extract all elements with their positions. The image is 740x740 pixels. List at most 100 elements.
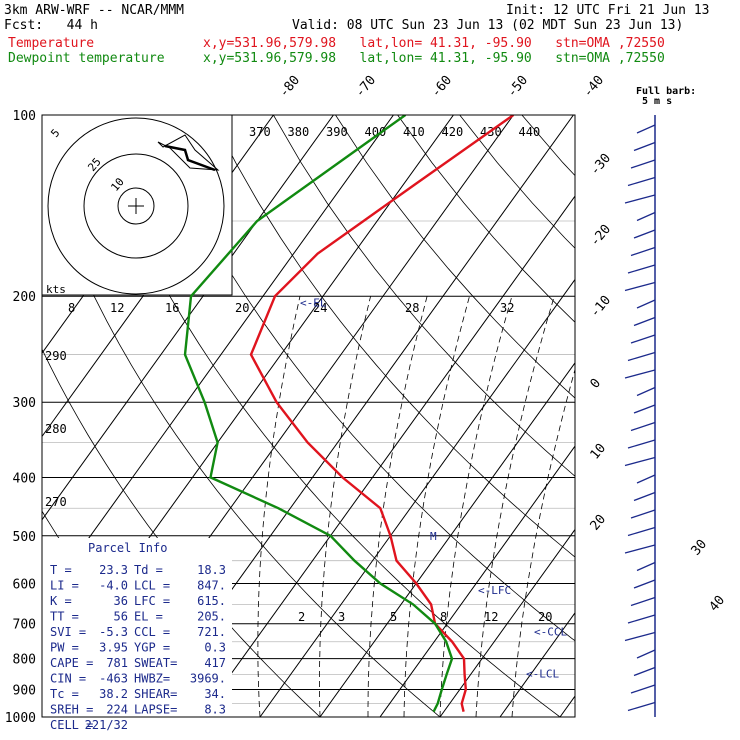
isotherm — [499, 611, 575, 717]
parcel-value: 38.2 — [99, 687, 128, 701]
isotherm — [620, 115, 740, 717]
isotherm-tick-label: 30 — [689, 537, 711, 559]
wind-barb — [627, 176, 656, 187]
wind-barb — [627, 526, 656, 537]
series-line — [249, 115, 515, 712]
hodograph-trace — [157, 134, 220, 171]
hodograph-trace — [164, 144, 216, 172]
moist-adiabat — [257, 296, 301, 717]
dry-adiabat — [335, 115, 575, 399]
parcel-key: CIN = — [50, 672, 86, 686]
isotherm-tick-label: 0 — [588, 376, 605, 392]
level-annotations: <-LFC <-CCL <-LCL <-EL M — [300, 297, 567, 681]
theta-e-label: 370 — [249, 125, 271, 139]
wind-barb — [630, 246, 656, 257]
dewpoint-legend: Dewpoint temperature — [8, 51, 165, 66]
parcel-value: -463 — [99, 672, 128, 686]
isotherm — [559, 695, 575, 717]
wind-barb — [630, 421, 656, 432]
series-line — [183, 115, 454, 713]
dewpoint-location: x,y=531.96,579.98 lat,lon= 41.31, -95.90… — [203, 51, 665, 66]
isotherm-tick-label: 40 — [707, 593, 729, 615]
parcel-key: LCL = — [134, 579, 170, 593]
hodograph-ring — [117, 187, 155, 225]
isotherm-tick-label: -40 — [581, 73, 608, 101]
dry-adiabat — [86, 115, 561, 717]
theta-label: 280 — [45, 422, 67, 436]
wind-barb — [636, 649, 656, 659]
mixing-ratio-label: 12 — [110, 301, 124, 315]
parcel-value: 721. — [197, 625, 226, 639]
wind-barb — [633, 404, 656, 414]
parcel-value: 36 — [114, 594, 128, 608]
parcel-key: EL = — [134, 610, 163, 624]
parcel-value: 0.3 — [204, 641, 226, 655]
parcel-key: K = — [50, 594, 72, 608]
dry-adiabat — [273, 115, 575, 477]
parcel-key: SREH = — [50, 703, 93, 717]
temperature-legend: Temperature — [8, 36, 95, 51]
parcel-value: 34. — [204, 687, 226, 701]
mixing-ratio-label: 5 — [390, 610, 397, 624]
profile-lines — [183, 115, 515, 713]
parcel-value: 23.3 — [99, 563, 128, 577]
isotherm — [439, 528, 575, 717]
theta-e-label: 380 — [288, 125, 310, 139]
mixing-ratio-label: 12 — [484, 610, 498, 624]
wind-barb — [624, 281, 656, 292]
valid-time: Valid: 08 UTC Sun 23 Jun 13 (02 MDT Sun … — [292, 18, 684, 33]
temperature-location: x,y=531.96,579.98 lat,lon= 41.31, -95.90… — [203, 36, 665, 51]
dry-adiabat — [148, 115, 575, 642]
parcel-key: LFC = — [134, 594, 170, 608]
mixing-ratio-label: 8 — [440, 610, 447, 624]
level-marker: M — [430, 530, 437, 543]
wind-barb — [630, 159, 656, 169]
pressure-tick-label: 1000 — [5, 711, 36, 726]
isotherm-tick-label: 20 — [588, 512, 610, 534]
level-marker: <-LFC — [478, 584, 511, 597]
wind-barb — [630, 684, 656, 694]
wind-barb — [624, 369, 656, 379]
wind-barb — [624, 544, 656, 554]
pressure-tick-label: 800 — [13, 653, 36, 668]
level-marker: <-CCL — [534, 625, 567, 638]
wind-barb — [633, 316, 656, 327]
theta-label: 270 — [45, 495, 67, 509]
wind-barb — [633, 491, 656, 502]
wind-barb — [633, 579, 656, 589]
wind-barb — [630, 334, 656, 344]
parcel-key: CCL = — [134, 625, 170, 639]
parcel-value: 3.95 — [99, 641, 128, 655]
mixing-ratio-label: 28 — [405, 301, 419, 315]
parcel-value: 781 — [106, 656, 128, 670]
dry-adiabat — [42, 168, 441, 717]
parcel-key: PW = — [50, 641, 79, 655]
pressure-tick-label: 700 — [13, 618, 36, 633]
parcel-value: 221/32 — [85, 718, 128, 732]
parcel-info-box: Parcel Info T = 23.3 Td = 18.3 LI = -4.0 LCL = 8… — [42, 538, 232, 732]
theta-e-label: 400 — [365, 125, 387, 139]
isotherm-tick-label: 10 — [588, 441, 610, 463]
parcel-key: YGP = — [134, 641, 170, 655]
model-title: 3km ARW-WRF -- NCAR/MMM — [4, 3, 185, 18]
moist-adiabat — [511, 368, 575, 717]
wind-barb — [627, 439, 656, 449]
wind-barb — [624, 194, 656, 204]
wind-barb — [624, 456, 656, 467]
moist-adiabat — [439, 296, 513, 717]
dry-adiabat — [210, 115, 575, 558]
moist-adiabat — [367, 296, 428, 717]
isotherm-tick-label: -70 — [353, 73, 380, 101]
isotherm — [199, 195, 575, 717]
pressure-tick-label: 200 — [13, 290, 36, 305]
mixing-ratio-label: 16 — [165, 301, 179, 315]
wind-barb — [627, 264, 656, 274]
pressure-tick-label: 300 — [13, 396, 36, 411]
hodograph-ring — [47, 117, 225, 295]
mixing-ratio-label: 20 — [235, 301, 249, 315]
hodograph-units: kts — [46, 283, 66, 296]
isotherm-tick-label: -60 — [429, 73, 456, 101]
mixing-ratio-label: 20 — [538, 610, 552, 624]
isotherm-tick-label: -50 — [505, 73, 532, 101]
